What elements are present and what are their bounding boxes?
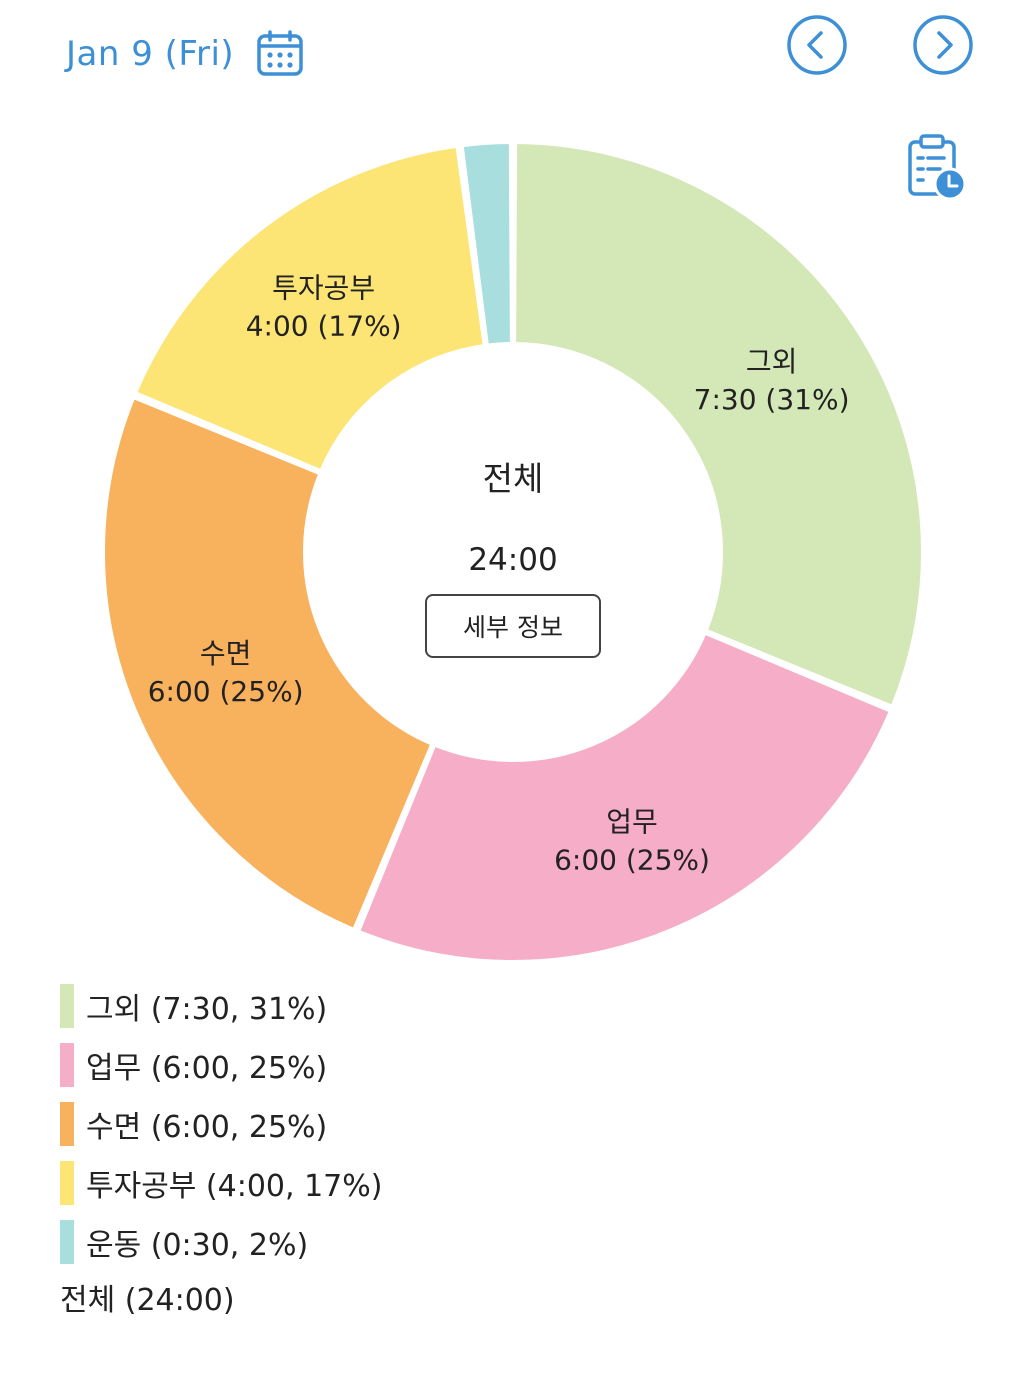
date-selector[interactable]: Jan 9 (Fri) — [66, 30, 304, 78]
legend-item[interactable]: 운동 (0:30, 2%) — [60, 1220, 382, 1264]
legend-item[interactable]: 투자공부 (4:00, 17%) — [60, 1161, 382, 1205]
slice-value-label-2: 6:00 (25%) — [148, 675, 304, 708]
slice-2[interactable] — [101, 394, 436, 933]
legend-swatch — [60, 1161, 74, 1205]
legend-swatch — [60, 1102, 74, 1146]
slice-name-label-0: 그외 — [746, 345, 798, 378]
clipboard-clock-icon[interactable] — [904, 134, 970, 202]
calendar-icon[interactable] — [256, 30, 304, 78]
legend-item[interactable]: 그외 (7:30, 31%) — [60, 984, 382, 1028]
slice-name-label-1: 업무 — [606, 805, 658, 838]
legend-item[interactable]: 업무 (6:00, 25%) — [60, 1043, 382, 1087]
legend-label: 업무 (6:00, 25%) — [86, 1051, 328, 1086]
slice-value-label-3: 4:00 (17%) — [246, 309, 402, 342]
center-title: 전체 — [483, 459, 544, 498]
next-day-button[interactable] — [912, 14, 974, 76]
slice-4[interactable] — [459, 139, 514, 348]
legend-item[interactable]: 수면 (6:00, 25%) — [60, 1102, 382, 1146]
legend-label: 수면 (6:00, 25%) — [86, 1110, 328, 1145]
slice-3[interactable] — [132, 143, 488, 475]
date-label: Jan 9 (Fri) — [66, 34, 235, 74]
legend-label: 투자공부 (4:00, 17%) — [86, 1169, 383, 1204]
legend-swatch — [60, 1220, 74, 1264]
legend-label: 그외 (7:30, 31%) — [86, 992, 328, 1027]
slice-0[interactable] — [512, 139, 925, 710]
center-total: 24:00 — [468, 542, 557, 578]
chevron-left-icon — [787, 15, 847, 75]
chevron-right-icon — [913, 15, 973, 75]
slice-name-label-2: 수면 — [200, 637, 252, 670]
slice-value-label-1: 6:00 (25%) — [554, 843, 710, 876]
legend-label: 운동 (0:30, 2%) — [86, 1228, 309, 1263]
legend-total: 전체 (24:00) — [60, 1283, 235, 1318]
slice-1[interactable] — [355, 629, 894, 964]
legend: 그외 (7:30, 31%) 업무 (6:00, 25%) 수면 (6:00, 25… — [60, 984, 382, 1323]
slice-name-label-3: 투자공부 — [272, 271, 375, 304]
legend-swatch — [60, 1043, 74, 1087]
slice-value-label-0: 7:30 (31%) — [694, 383, 850, 416]
legend-swatch — [60, 984, 74, 1028]
donut-chart: 그외 7:30 (31%) 업무 6:00 (25%) 수면 6:00 (25%) 투자공부… — [101, 139, 925, 964]
previous-day-button[interactable] — [786, 14, 848, 76]
detail-info-button[interactable]: 세부 정보 — [425, 594, 601, 658]
